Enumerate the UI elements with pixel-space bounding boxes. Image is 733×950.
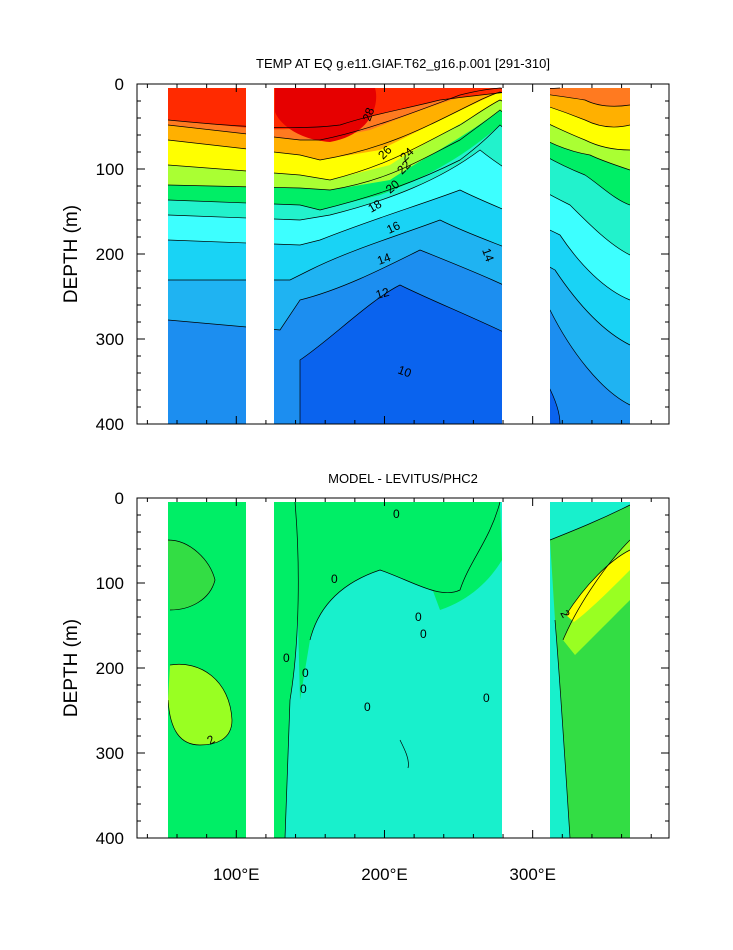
bottom-ylabel: DEPTH (m) [61, 619, 82, 717]
contour-label-10: 10 [396, 363, 414, 381]
contour-label-0h: 0 [364, 700, 371, 714]
y-tick-label: 200 [96, 659, 124, 678]
bottom-panel-title: MODEL - LEVITUS/PHC2 [328, 471, 478, 486]
land-mask-top [137, 84, 669, 424]
contour-label-0i: 0 [483, 691, 490, 705]
y-tick-label: 200 [96, 245, 124, 264]
top-ylabel: DEPTH (m) [61, 205, 82, 303]
band-t29 [275, 88, 377, 142]
contour-label-28: 28 [360, 105, 378, 123]
contour-label-0a: 0 [331, 572, 338, 586]
y-tick-label: 400 [96, 829, 124, 848]
land-mask-indonesia [246, 84, 274, 424]
y-tick-label: 300 [96, 330, 124, 349]
x-tick-label: 100°E [213, 865, 260, 884]
band-d2-west [168, 540, 215, 610]
contour-label-14a: 14 [375, 250, 393, 268]
contour-label-16: 16 [384, 218, 402, 236]
band-d4 [566, 550, 630, 622]
x-tick-label: 300°E [509, 865, 556, 884]
y-tick-label: 300 [96, 744, 124, 763]
contour-label-12: 12 [374, 285, 391, 302]
land-mask-americas [502, 84, 550, 424]
land-mask-bottom [137, 498, 669, 838]
top-axis-ticks: 0 100 200 300 400 [96, 75, 669, 434]
contour-label-0g: 0 [300, 682, 307, 696]
bottom-axis-ticks: 0 100 200 300 400 100°E 200°E 300°E [96, 489, 669, 884]
temperature-contour-lines [167, 87, 631, 424]
contour-label-0d: 0 [420, 627, 427, 641]
land-mask-americas [502, 498, 550, 838]
y-tick-label: 400 [96, 415, 124, 434]
band-d1-east [400, 502, 502, 610]
contour-label-0f: 0 [302, 666, 309, 680]
band-d3-west [168, 664, 232, 745]
bottom-panel: MODEL - LEVITUS/PHC2 [61, 471, 670, 884]
contour-label-0e: 0 [283, 651, 290, 665]
x-tick-label: 200°E [361, 865, 408, 884]
y-tick-label: 100 [96, 160, 124, 179]
y-tick-label: 0 [115, 489, 124, 508]
contour-label-18: 18 [366, 197, 385, 216]
top-panel: TEMP AT EQ g.e11.GIAF.T62_g16.p.001 [291… [61, 56, 670, 434]
contour-label-0c: 0 [415, 610, 422, 624]
difference-contour-field [167, 501, 631, 838]
contour-label-14b: 14 [479, 246, 497, 264]
top-panel-title: TEMP AT EQ g.e11.GIAF.T62_g16.p.001 [291… [256, 56, 550, 71]
difference-contour-lines [167, 501, 631, 838]
land-mask-indonesia [246, 498, 274, 838]
y-tick-label: 0 [115, 75, 124, 94]
y-tick-label: 100 [96, 574, 124, 593]
contour-label-0b: 0 [393, 507, 400, 521]
